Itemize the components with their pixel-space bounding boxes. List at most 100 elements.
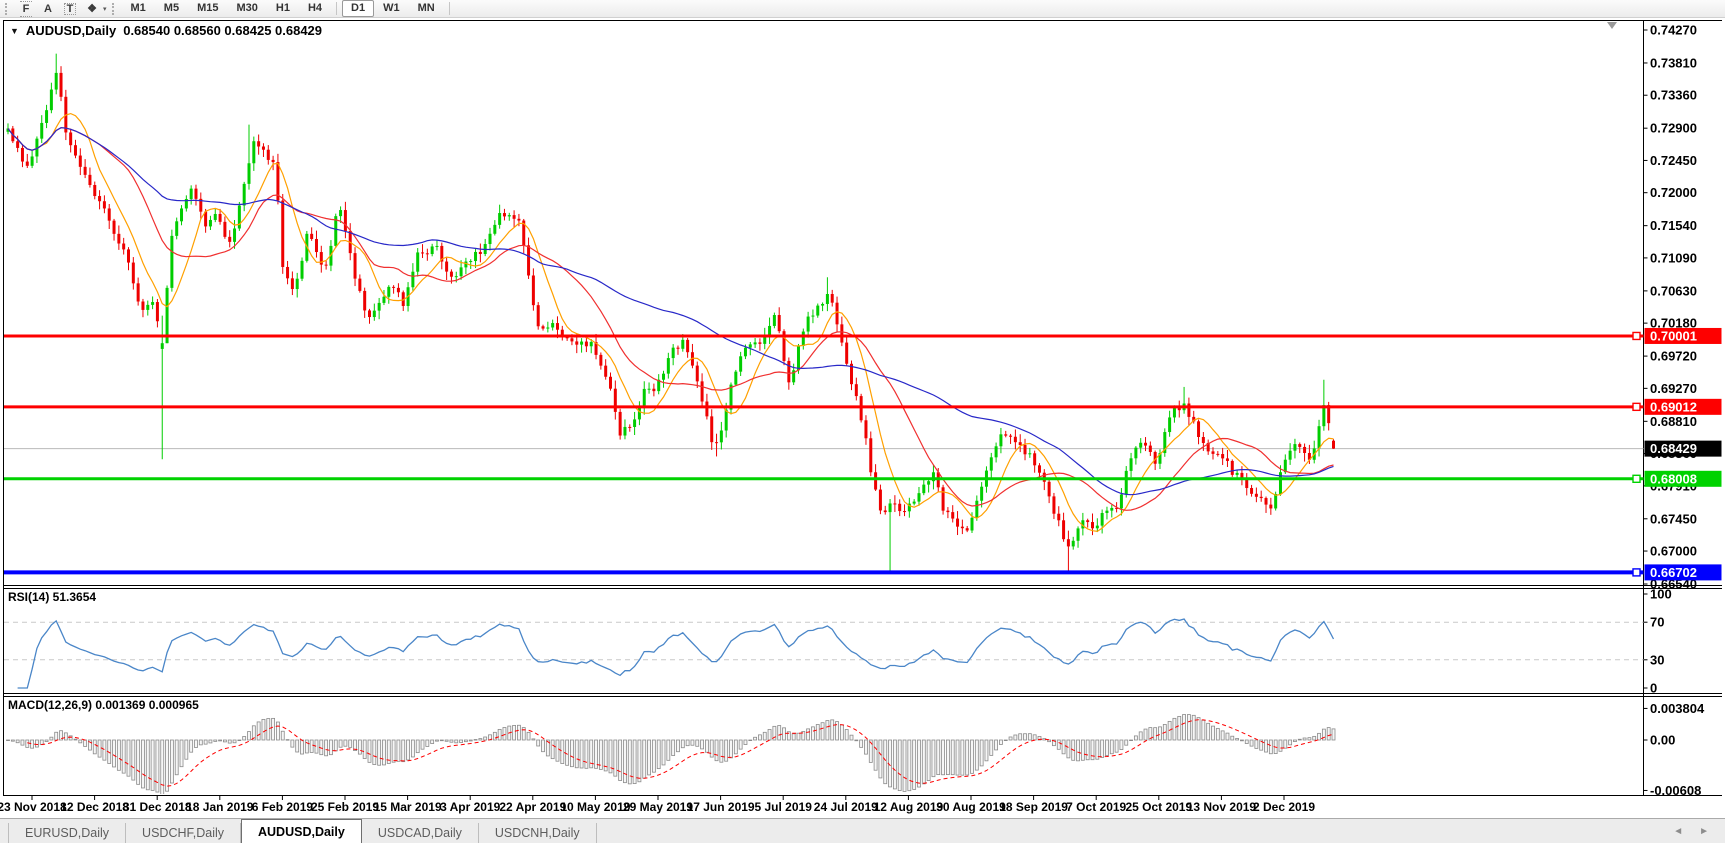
- tab-usdcnh[interactable]: USDCNH,Daily: [479, 823, 597, 843]
- text-label-tool[interactable]: T: [60, 1, 80, 16]
- price-tick-label: 0.73810: [1650, 55, 1697, 70]
- toolbar-separator: [448, 2, 450, 15]
- date-tick-label: 29 May 2019: [623, 800, 693, 814]
- tab-eurusd[interactable]: EURUSD,Daily: [8, 823, 127, 843]
- line-price-label-box: [1644, 398, 1722, 415]
- ma-slow-line: [7, 127, 1334, 496]
- ma-mid-line: [7, 127, 1334, 511]
- price-tick-label: 0.72450: [1650, 153, 1697, 168]
- toolbar-separator: [336, 2, 338, 15]
- price-tick-label: 0.69270: [1650, 381, 1697, 396]
- date-tick-label: 7 Oct 2019: [1066, 800, 1126, 814]
- text-label-tool-icon: T: [63, 2, 77, 15]
- arrows-tool[interactable]: ❖: [82, 1, 102, 16]
- line-price-label: 0.68008: [1650, 471, 1697, 486]
- date-tick-label: 25 Feb 2019: [311, 800, 379, 814]
- line-anchor-0.69012[interactable]: [1632, 402, 1641, 412]
- timeframe-w1[interactable]: W1: [383, 2, 400, 14]
- date-tick-label: 17 Jun 2019: [687, 800, 755, 814]
- top-toolbar: F A T ❖ ▾ M1 M5 M15 M30 H1 H4 D1 W1 MN: [0, 0, 1725, 18]
- timeframe-mn[interactable]: MN: [417, 2, 435, 14]
- line-price-label-box: [1644, 327, 1722, 344]
- date-tick-label: 15 Mar 2019: [374, 800, 442, 814]
- price-tick-label: 0.72000: [1650, 185, 1697, 200]
- current-price-label: 0.68429: [1650, 441, 1697, 456]
- price-tick-label: 0.67000: [1650, 544, 1697, 559]
- fibonacci-tool-icon: F: [19, 0, 33, 17]
- timeframe-m30[interactable]: M30: [236, 2, 258, 14]
- line-anchor-0.66702[interactable]: [1632, 568, 1641, 577]
- timeframe-d1[interactable]: D1: [342, 0, 375, 17]
- date-tick-label: 6 Feb 2019: [252, 800, 314, 814]
- chart-expand-arrow[interactable]: ▼: [10, 25, 19, 36]
- date-tick-label: 25 Oct 2019: [1125, 800, 1192, 814]
- chart-shift-marker[interactable]: [1607, 22, 1617, 29]
- price-tick-label: 0.68810: [1650, 414, 1697, 429]
- chart-canvas[interactable]: 0.74270 0.73810 0.73360 0.72900 0.72450 0.720…: [0, 18, 1725, 818]
- arrows-dropdown-caret[interactable]: ▾: [103, 5, 107, 13]
- line-anchor-0.70001[interactable]: [1632, 331, 1641, 341]
- rsi-line: [17, 618, 1335, 689]
- chart-frame: [3, 20, 1722, 796]
- rsi-tick-label: 0: [1650, 681, 1657, 696]
- date-tick-label: 30 Aug 2019: [936, 800, 1006, 814]
- price-tick-label: 0.73360: [1650, 88, 1697, 103]
- date-tick-label: 5 Jul 2019: [755, 800, 813, 814]
- price-tick-label: 0.69720: [1650, 349, 1697, 364]
- chart-title: ▼ AUDUSD,Daily 0.68540 0.68560 0.68425 0…: [10, 23, 322, 38]
- date-tick-label: 2 Dec 2019: [1253, 800, 1315, 814]
- price-tick-label: 0.70180: [1650, 316, 1697, 331]
- macd-layer: [6, 714, 1336, 794]
- tab-scroll-arrows: ◄ ►: [1673, 826, 1709, 837]
- tab-audusd[interactable]: AUDUSD,Daily: [241, 819, 362, 843]
- date-tick-label: 31 Dec 2018: [123, 800, 192, 814]
- macd-tick-label: 0.00: [1650, 733, 1675, 748]
- date-tick-label: 22 Apr 2019: [499, 800, 566, 814]
- timeframe-m5[interactable]: M5: [163, 2, 180, 14]
- line-price-label-box: [1644, 470, 1722, 487]
- text-tool[interactable]: A: [38, 1, 58, 16]
- moving-averages-layer: [7, 112, 1334, 533]
- price-tick-label: 0.74270: [1650, 23, 1697, 38]
- chart-tabbar: EURUSD,Daily USDCHF,Daily AUDUSD,Daily USDC…: [0, 818, 1725, 843]
- line-price-label-box: [1644, 564, 1722, 581]
- price-tick-label: 0.72900: [1650, 121, 1697, 136]
- chart-window: 0.74270 0.73810 0.73360 0.72900 0.72450 0.720…: [0, 18, 1725, 818]
- macd-tick-label: -0.00608: [1650, 783, 1701, 798]
- text-tool-icon: A: [44, 2, 52, 15]
- line-price-label: 0.70001: [1650, 328, 1697, 343]
- timeframe-h4[interactable]: H4: [307, 2, 323, 14]
- date-tick-label: 18 Jan 2019: [186, 800, 254, 814]
- chart-ohlc-values: 0.68540 0.68560 0.68425 0.68429: [123, 23, 323, 38]
- price-tick-label: 0.71090: [1650, 250, 1697, 265]
- rsi-tick-label: 30: [1650, 652, 1664, 667]
- timeframe-h1[interactable]: H1: [275, 2, 290, 14]
- date-tick-label: 3 Apr 2019: [440, 800, 501, 814]
- macd-indicator-label: MACD(12,26,9) 0.001369 0.000965: [8, 698, 199, 712]
- date-tick-label: 18 Sep 2019: [999, 800, 1068, 814]
- timeframe-m1[interactable]: M1: [130, 2, 146, 14]
- date-tick-label: 12 Dec 2018: [60, 800, 129, 814]
- tab-usdchf[interactable]: USDCHF,Daily: [126, 823, 241, 843]
- tab-usdcad[interactable]: USDCAD,Daily: [362, 823, 479, 843]
- rsi-tick-label: 100: [1650, 587, 1672, 602]
- date-tick-label: 10 May 2019: [560, 800, 630, 814]
- toolbar-grip[interactable]: [5, 2, 11, 15]
- macd-tick-label: 0.003804: [1650, 701, 1705, 716]
- price-tick-label: 0.67450: [1650, 511, 1697, 526]
- chart-symbol: AUDUSD,Daily: [25, 23, 117, 38]
- rsi-indicator-label: RSI(14) 51.3654: [8, 590, 97, 604]
- timeframe-toolbar-grip[interactable]: [111, 2, 118, 15]
- line-price-label: 0.66702: [1650, 565, 1697, 580]
- rsi-layer: [4, 618, 1644, 689]
- line-anchor-0.68008[interactable]: [1632, 474, 1641, 483]
- date-tick-label: 23 Nov 2018: [0, 800, 67, 814]
- fibonacci-tool[interactable]: F: [16, 0, 36, 17]
- tab-scroll-left-icon[interactable]: ◄: [1673, 826, 1684, 837]
- timeframe-m15[interactable]: M15: [197, 2, 219, 14]
- rsi-tick-label: 70: [1650, 615, 1664, 630]
- date-tick-label: 13 Nov 2019: [1187, 800, 1257, 814]
- price-tick-label: 0.70630: [1650, 283, 1697, 298]
- tab-scroll-right-icon[interactable]: ►: [1699, 826, 1709, 837]
